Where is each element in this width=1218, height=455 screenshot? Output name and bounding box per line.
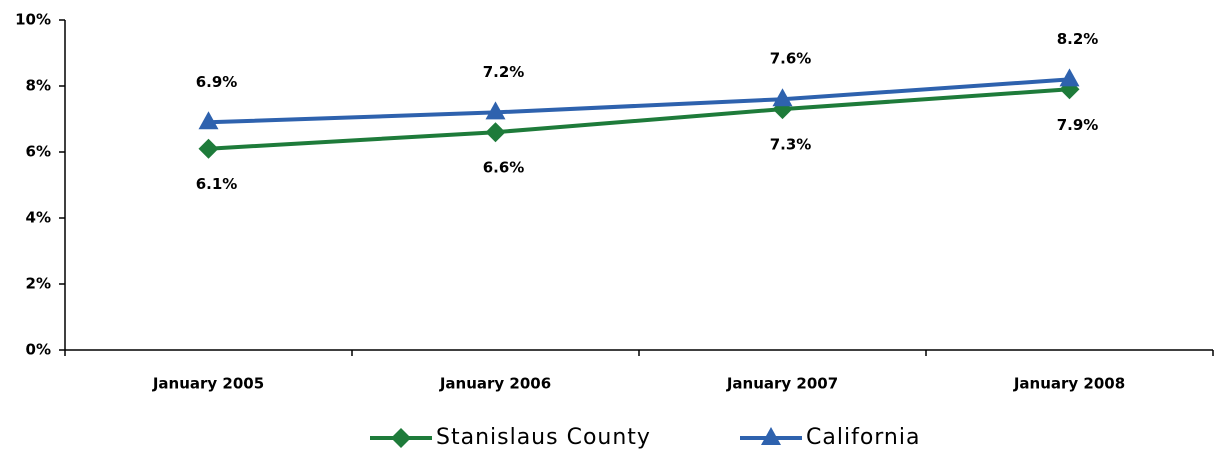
data-label: 7.9% — [1057, 116, 1099, 134]
marker — [761, 427, 781, 445]
marker — [485, 122, 506, 143]
marker — [198, 138, 219, 159]
data-label: 7.2% — [483, 63, 525, 81]
data-label: 6.6% — [483, 159, 525, 177]
data-label: 8.2% — [1057, 30, 1099, 48]
data-label: 6.9% — [196, 73, 238, 91]
data-label: 7.6% — [770, 50, 812, 68]
data-label: 6.1% — [196, 175, 238, 193]
marker — [198, 111, 219, 130]
marker — [485, 101, 506, 120]
series-line — [208, 77, 1070, 125]
y-tick-label: 0% — [26, 341, 51, 359]
x-tick-label: January 2007 — [726, 375, 838, 393]
x-tick-label: January 2008 — [1013, 375, 1125, 393]
legend-label: California — [806, 425, 920, 450]
x-tick-label: January 2006 — [439, 375, 551, 393]
legend-label: Stanislaus County — [436, 425, 651, 450]
x-tick-label: January 2005 — [152, 375, 264, 393]
y-tick-label: 4% — [26, 209, 51, 227]
data-label: 7.3% — [770, 136, 812, 154]
marker — [391, 428, 411, 448]
series-line — [208, 87, 1070, 151]
y-tick-label: 10% — [15, 11, 51, 29]
y-tick-label: 2% — [26, 275, 51, 293]
marker — [1059, 68, 1080, 87]
y-tick-label: 6% — [26, 143, 51, 161]
marker — [772, 88, 793, 107]
y-tick-label: 8% — [26, 77, 51, 95]
